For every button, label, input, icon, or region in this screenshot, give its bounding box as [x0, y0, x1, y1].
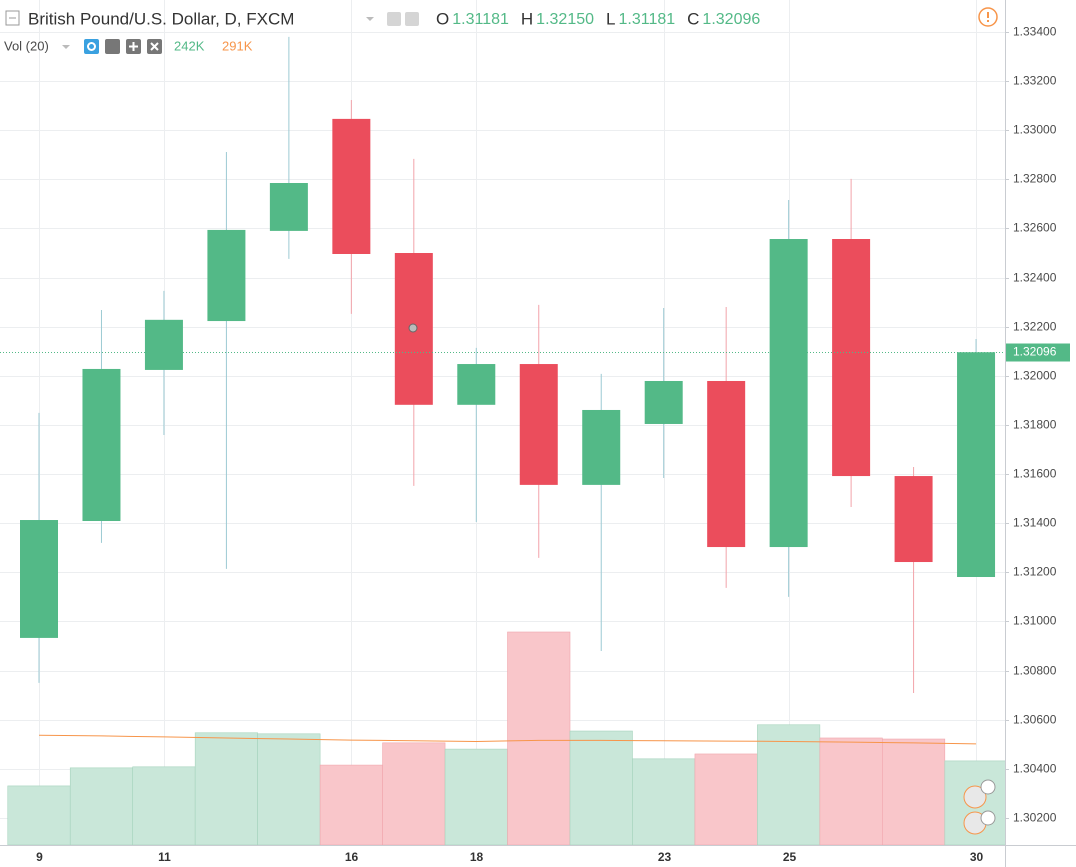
- ohlc-letter: C: [687, 9, 699, 28]
- candle-body: [269, 183, 308, 231]
- candle-body: [144, 319, 183, 370]
- candle-body: [332, 118, 371, 254]
- volume-bar: [7, 785, 71, 846]
- volume-bar: [194, 732, 258, 846]
- x-tick-label: 30: [970, 850, 984, 864]
- x-tick-label: 25: [783, 850, 797, 864]
- y-tick-label: 1.30400: [1013, 762, 1057, 776]
- volume-bar: [257, 733, 321, 846]
- volume-ma-line: [38, 734, 977, 745]
- remove-icon: [150, 42, 159, 51]
- axes: 1.30200 1.30400 1.30600 1.30800 1.31000 1.312…: [36, 25, 1070, 864]
- y-tick-label: 1.30200: [1013, 811, 1057, 825]
- volume-pane: [7, 631, 1008, 846]
- candle-body: [894, 476, 933, 563]
- volume-bar: [507, 631, 571, 846]
- symbol-title: British Pound/U.S. Dollar, D, FXCM: [28, 9, 294, 28]
- ohlc-legend: O 1.31181 H 1.32150 L 1.31181 C 1.32096: [436, 9, 760, 28]
- visibility-icon[interactable]: [84, 39, 99, 54]
- y-tick-label: 1.33000: [1013, 123, 1057, 137]
- y-tick-label: 1.31600: [1013, 467, 1057, 481]
- volume-bar: [757, 724, 821, 846]
- y-tick-label: 1.33200: [1013, 74, 1057, 88]
- ohlc-value: 1.31181: [618, 11, 675, 28]
- volume-bar: [444, 748, 508, 846]
- y-tick-label: 1.32600: [1013, 221, 1057, 235]
- candle-body: [457, 364, 496, 405]
- eye-icon[interactable]: [387, 12, 401, 26]
- price-axis: [1005, 0, 1076, 867]
- x-tick-label: 11: [158, 850, 171, 864]
- candle-body: [207, 229, 246, 322]
- add-icon: [129, 42, 138, 51]
- x-tick-label: 16: [345, 850, 359, 864]
- volume-value: 242K: [174, 38, 205, 53]
- y-tick-label: 1.32400: [1013, 271, 1057, 285]
- indicator-title: Vol (20): [4, 38, 49, 53]
- crosshair-dot: [408, 323, 418, 333]
- candle-body: [582, 409, 621, 485]
- volume-ma-value: 291K: [222, 38, 253, 53]
- ohlc-value: 1.31181: [452, 11, 509, 28]
- y-tick-label: 1.31800: [1013, 418, 1057, 432]
- ohlc-letter: L: [606, 9, 615, 28]
- candles: [0, 36, 1005, 693]
- alert-icon[interactable]: [978, 7, 998, 27]
- time-axis: [0, 845, 1005, 867]
- last-price-tag: [1006, 343, 1070, 362]
- event-badge[interactable]: [963, 785, 987, 809]
- candle-body: [82, 368, 121, 522]
- ohlc-value: 1.32096: [702, 11, 760, 28]
- volume-bar: [569, 730, 633, 846]
- ohlc-value: 1.32150: [536, 11, 594, 28]
- candle-body: [707, 380, 746, 548]
- y-tick-label: 1.31400: [1013, 516, 1057, 530]
- x-tick-label: 23: [658, 850, 672, 864]
- y-tick-label: 1.30800: [1013, 664, 1057, 678]
- dropdown-icon[interactable]: [62, 45, 70, 49]
- y-tick-label: 1.33400: [1013, 25, 1057, 39]
- event-badge: [980, 810, 996, 826]
- candle-body: [644, 380, 683, 424]
- candle-body: [769, 239, 808, 548]
- y-tick-label: 1.31000: [1013, 614, 1057, 628]
- candle-body: [832, 239, 871, 477]
- y-tick-label: 1.30600: [1013, 713, 1057, 727]
- x-tick-label: 18: [470, 850, 484, 864]
- settings-icon[interactable]: [105, 39, 120, 54]
- collapse-icon[interactable]: [5, 10, 20, 26]
- ohlc-letter: O: [436, 9, 449, 28]
- visibility-icon: [87, 42, 96, 51]
- volume-bar: [69, 767, 134, 846]
- volume-bar: [819, 737, 883, 846]
- volume-bar: [132, 766, 196, 846]
- dropdown-icon[interactable]: [366, 17, 374, 21]
- x-tick-label: 9: [36, 850, 43, 864]
- volume-bar: [694, 753, 758, 846]
- volume-bar: [319, 764, 383, 846]
- volume-bar: [632, 758, 696, 846]
- candle-body: [519, 364, 558, 485]
- ohlc-letter: H: [521, 9, 533, 28]
- candle-body: [957, 352, 996, 578]
- y-tick-label: 1.32000: [1013, 369, 1057, 383]
- settings-icon[interactable]: [405, 12, 419, 26]
- y-tick-label: 1.32200: [1013, 320, 1057, 334]
- candle-body: [20, 520, 58, 638]
- last-price-label: 1.32096: [1013, 345, 1057, 359]
- volume-bar: [882, 738, 946, 846]
- y-tick-label: 1.31200: [1013, 565, 1057, 579]
- event-badge: [980, 779, 996, 795]
- y-tick-label: 1.32800: [1013, 172, 1057, 186]
- volume-bar: [382, 742, 446, 846]
